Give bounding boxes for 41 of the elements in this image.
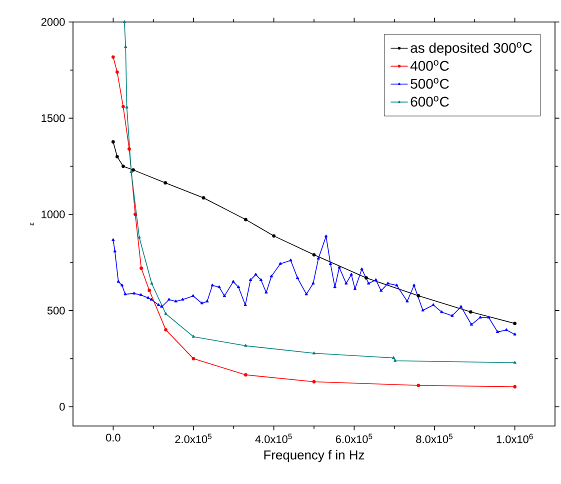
- point: [244, 373, 248, 377]
- y-tick-label: 1500: [42, 114, 65, 122]
- legend-label: as deposited 300$^{o}$C: [410, 42, 532, 56]
- point: [468, 310, 472, 314]
- point: [128, 147, 131, 151]
- y-tick-label: 0: [60, 402, 65, 411]
- point: [192, 356, 196, 360]
- point: [111, 140, 115, 144]
- legend-label: 400$^{o}$C: [410, 60, 449, 71]
- point: [416, 294, 420, 298]
- point: [134, 212, 137, 216]
- point: [513, 322, 517, 326]
- x-tick-label: 8.0x10$^{5}$: [416, 434, 453, 444]
- point: [416, 384, 420, 388]
- legend-label: 500$^{o}$C: [410, 78, 449, 89]
- point: [164, 181, 168, 185]
- x-tick-label: 1.0x10$^{6}$: [496, 434, 533, 444]
- point: [513, 385, 517, 388]
- y-tick-label: 2000: [41, 18, 65, 26]
- point: [202, 196, 206, 200]
- point: [164, 328, 168, 332]
- point: [115, 70, 119, 74]
- x-tick-label: 6.0x10$^{5}$: [336, 434, 372, 444]
- y-tick-label: 1000: [42, 210, 65, 218]
- point: [364, 276, 368, 280]
- point: [111, 55, 115, 59]
- x-axis-title: Frequency f in Hz: [264, 450, 364, 462]
- point: [312, 253, 316, 256]
- point: [115, 154, 119, 158]
- y-tick-label: 500: [47, 306, 65, 314]
- point: [312, 380, 316, 384]
- x-tick-label: 4.0x10$^{5}$: [255, 434, 292, 444]
- point: [272, 234, 276, 238]
- legend-label: 600$^{o}$C: [410, 96, 449, 107]
- point: [122, 164, 125, 168]
- point: [148, 288, 152, 292]
- point: [244, 218, 248, 222]
- x-tick-label: 2.0x10$^{5}$: [175, 434, 212, 444]
- x-tick-label: 0.0: [106, 434, 120, 442]
- point: [140, 266, 143, 270]
- point: [122, 104, 125, 108]
